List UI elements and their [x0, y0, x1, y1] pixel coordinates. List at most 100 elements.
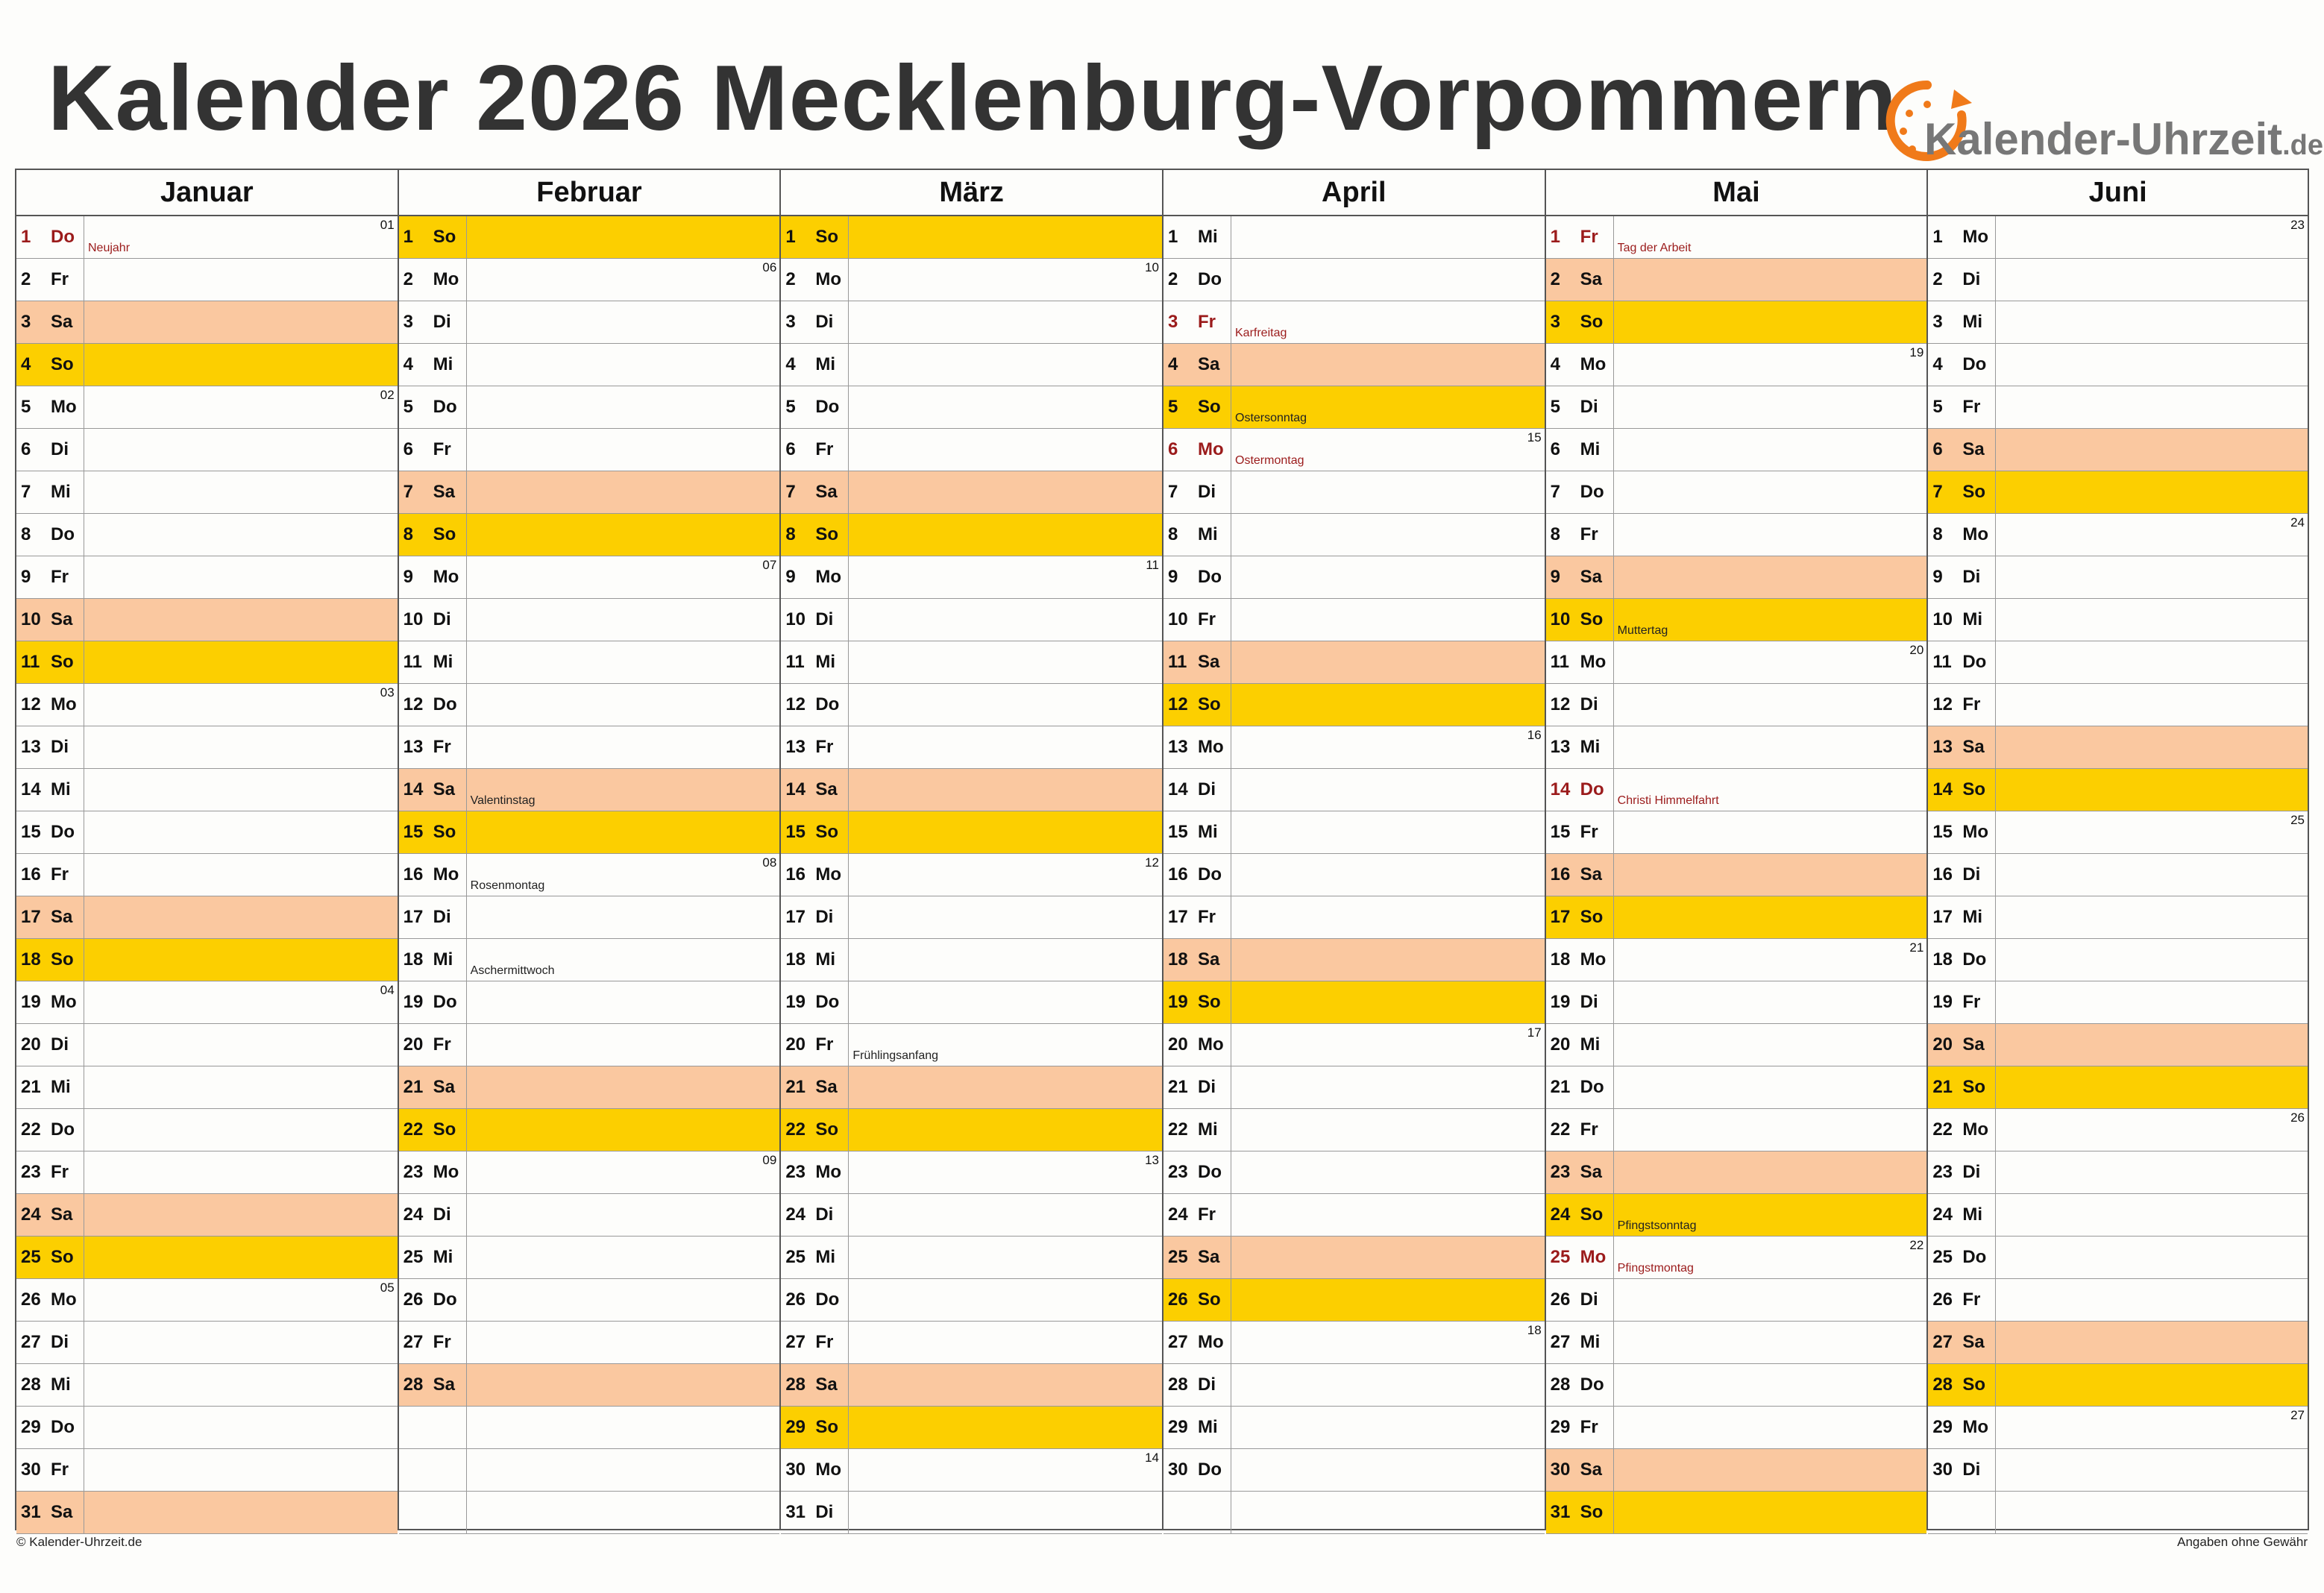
day-number: 2 — [21, 269, 31, 289]
day-row: 29 Mo 27 — [1928, 1407, 2308, 1449]
day-number: 30 — [1932, 1460, 1953, 1480]
day-number: 9 — [403, 567, 414, 587]
week-number: 09 — [762, 1153, 777, 1167]
day-number: 12 — [1932, 694, 1953, 714]
day-row: 2 Mo 10 — [781, 259, 1162, 301]
day-number: 29 — [785, 1417, 806, 1437]
day-number: 19 — [1168, 992, 1188, 1012]
day-row: 8 Do — [16, 514, 398, 556]
day-number: 14 — [785, 779, 806, 799]
cell-divider — [1612, 684, 1614, 726]
day-row: 8 So — [398, 514, 780, 556]
weekday-label: Do — [433, 397, 457, 417]
week-number: 13 — [1145, 1153, 1159, 1167]
weekday-label: Mi — [1580, 737, 1601, 757]
weekday-label: Fr — [1962, 1289, 1981, 1310]
day-row: 26 Do — [781, 1279, 1162, 1322]
day-number: 16 — [21, 864, 41, 885]
holiday-note: Aschermittwoch — [470, 964, 555, 977]
cell-divider — [1995, 386, 1997, 428]
week-number: 18 — [1527, 1323, 1542, 1337]
day-number: 31 — [21, 1502, 41, 1522]
day-number: 23 — [21, 1162, 41, 1182]
day-row: 12 Do — [781, 684, 1162, 726]
day-row: 24 Di — [781, 1194, 1162, 1237]
day-number: 2 — [1932, 269, 1943, 289]
weekday-label: Fr — [1580, 1119, 1598, 1140]
cell-divider — [1612, 769, 1614, 811]
brand-logo[interactable]: Kalender-Uhrzeit.de — [1879, 75, 2323, 172]
cell-divider — [465, 854, 467, 896]
day-row: 11 Mi — [398, 641, 780, 684]
weekday-label: Di — [1962, 864, 1981, 885]
day-number: 1 — [1168, 227, 1178, 247]
weekday-label: Mo — [1962, 227, 1988, 247]
day-number: 18 — [785, 949, 806, 970]
day-row: 13 Sa — [1928, 726, 2308, 769]
day-row: 2 Fr — [16, 259, 398, 301]
holiday-note: Christi Himmelfahrt — [1617, 794, 1719, 807]
cell-divider — [465, 1407, 467, 1448]
weekday-label: Do — [815, 1289, 840, 1310]
day-row: 23 Mo 09 — [398, 1151, 780, 1194]
day-number: 5 — [403, 397, 414, 417]
day-number: 12 — [403, 694, 424, 714]
weekday-label: Do — [51, 524, 75, 544]
day-row: 17 Sa — [16, 896, 398, 939]
cell-divider — [465, 769, 467, 811]
day-row: 10 Mi — [1928, 599, 2308, 641]
weekday-label: So — [1198, 992, 1221, 1012]
day-number: 23 — [1550, 1162, 1571, 1182]
weekday-label: Mi — [1580, 1034, 1601, 1055]
day-number: 4 — [403, 354, 414, 374]
day-number: 29 — [1932, 1417, 1953, 1437]
cell-divider — [1612, 1279, 1614, 1321]
cell-divider — [465, 1237, 467, 1278]
cell-divider — [1995, 1109, 1997, 1151]
cell-divider — [1995, 599, 1997, 641]
cell-divider — [465, 1279, 467, 1321]
day-number: 4 — [1932, 354, 1943, 374]
day-row: 18 Mo 21 — [1545, 939, 1927, 981]
day-number: 10 — [403, 609, 424, 629]
weekday-label: Mo — [433, 864, 459, 885]
cell-divider — [1995, 854, 1997, 896]
holiday-note: Muttertag — [1617, 624, 1668, 637]
cell-divider — [465, 641, 467, 683]
weekday-label: Di — [51, 737, 69, 757]
cell-divider — [1612, 1492, 1614, 1533]
day-row: 8 So — [781, 514, 1162, 556]
cell-divider — [1995, 684, 1997, 726]
day-row: 31 Di — [781, 1492, 1162, 1534]
holiday-note: Ostersonntag — [1235, 412, 1307, 424]
day-number: 3 — [1550, 312, 1561, 332]
day-row: 28 Mi — [16, 1364, 398, 1407]
day-number: 22 — [1932, 1119, 1953, 1140]
holiday-note: Ostermontag — [1235, 454, 1304, 467]
cell-divider — [465, 386, 467, 428]
weekday-label: Sa — [433, 482, 456, 502]
weekday-label: Di — [433, 1204, 451, 1225]
cell-divider — [1995, 259, 1997, 301]
weekday-label: Mi — [1962, 907, 1982, 927]
day-number: 26 — [1932, 1289, 1953, 1310]
cell-divider — [465, 1449, 467, 1491]
cell-divider — [465, 514, 467, 556]
day-number: 3 — [403, 312, 414, 332]
day-row: 4 Do — [1928, 344, 2308, 386]
day-row: 26 Di — [1545, 1279, 1927, 1322]
month-header: Mai — [1545, 170, 1927, 216]
day-row: 21 Mi — [16, 1066, 398, 1109]
day-row: 5 So Ostersonntag — [1163, 386, 1545, 429]
day-row: 17 Di — [781, 896, 1162, 939]
week-number: 17 — [1527, 1025, 1542, 1040]
day-row: 23 Di — [1928, 1151, 2308, 1194]
day-row: 17 Di — [398, 896, 780, 939]
cell-divider — [1612, 599, 1614, 641]
weekday-label: Fr — [815, 1034, 834, 1055]
day-number: 31 — [785, 1502, 806, 1522]
day-row: 16 Di — [1928, 854, 2308, 896]
week-number: 08 — [762, 855, 777, 870]
day-number: 14 — [1550, 779, 1571, 799]
day-row: 29 Do — [16, 1407, 398, 1449]
